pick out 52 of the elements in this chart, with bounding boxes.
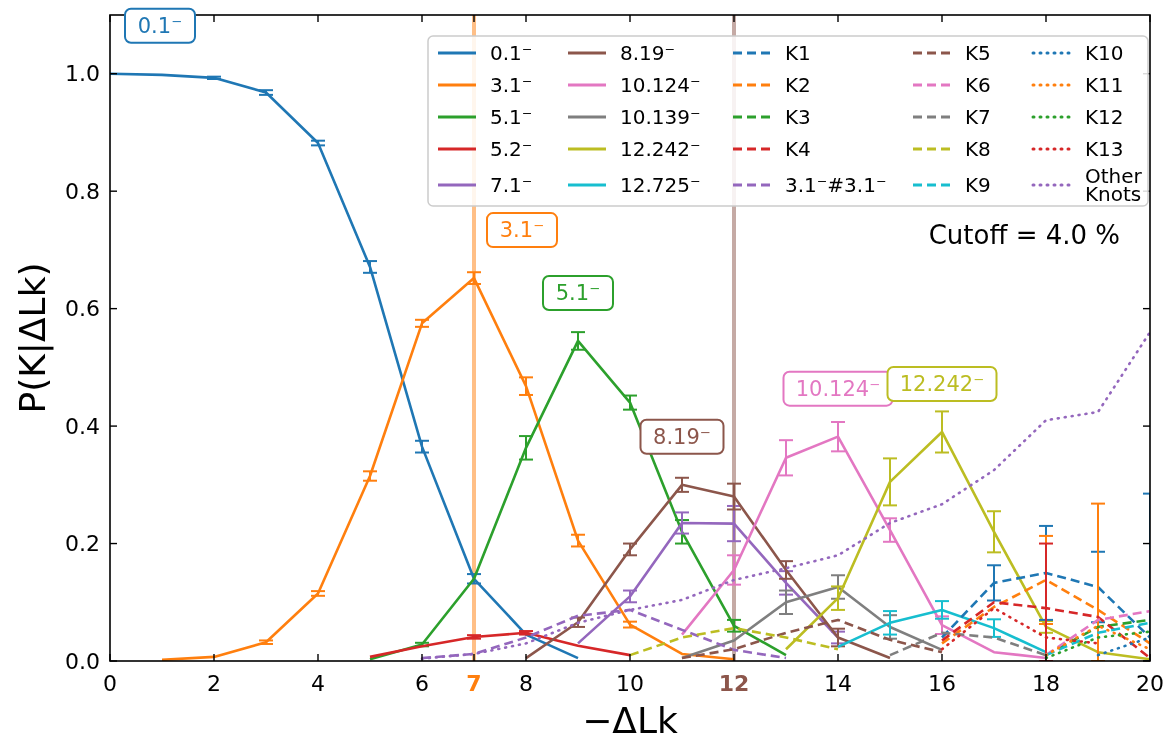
x-tick-label: 14 [824, 671, 852, 696]
legend-label: 10.124⁻ [620, 73, 701, 97]
y-tick-label: 0.0 [65, 648, 100, 674]
legend-label: 3.1⁻ [490, 73, 533, 97]
legend-label: 8.19⁻ [620, 41, 676, 65]
legend-label: K11 [1085, 73, 1124, 97]
x-tick-label: 2 [207, 671, 221, 696]
annotation: 12.242⁻ [899, 372, 985, 397]
legend-label: K1 [785, 41, 811, 65]
annotation: 5.1⁻ [555, 281, 601, 306]
legend-label: 5.1⁻ [490, 105, 533, 129]
x-tick-label: 10 [616, 671, 644, 696]
legend-label: 5.2⁻ [490, 137, 533, 161]
legend-label: K5 [965, 41, 991, 65]
y-tick-label: 0.2 [65, 531, 100, 557]
x-tick-label: 6 [415, 671, 429, 696]
annotation: 3.1⁻ [499, 218, 545, 243]
x-tick-label: 20 [1136, 671, 1164, 696]
annotation: 0.1⁻ [137, 14, 183, 39]
x-tick-label: 8 [519, 671, 533, 696]
legend-label: K12 [1085, 105, 1124, 129]
y-tick-label: 0.4 [65, 413, 100, 439]
legend-label: 10.139⁻ [620, 105, 701, 129]
legend-label: K2 [785, 73, 811, 97]
x-tick-label: 0 [103, 671, 117, 696]
legend-label: K9 [965, 173, 991, 197]
y-axis-title: P(K|ΔLk) [12, 262, 54, 414]
x-tick-label: 4 [311, 671, 325, 696]
x-tick-label: 16 [928, 671, 956, 696]
legend-label: 0.1⁻ [490, 41, 533, 65]
y-tick-label: 1.0 [65, 61, 100, 87]
annotation: 8.19⁻ [653, 425, 711, 450]
legend-label: K4 [785, 137, 811, 161]
legend-label: K3 [785, 105, 811, 129]
y-tick-label: 0.6 [65, 296, 100, 322]
legend-label: 12.242⁻ [620, 137, 701, 161]
ref-line-label: 7 [466, 671, 482, 696]
ref-line-label: 12 [718, 671, 750, 696]
legend-label: K8 [965, 137, 991, 161]
legend-label: K10 [1085, 41, 1124, 65]
annotation: Cutoff = 4.0 % [928, 220, 1120, 250]
legend-label: 12.725⁻ [620, 173, 701, 197]
legend-label: 3.1⁻#3.1⁻ [785, 173, 887, 197]
x-axis-title: −ΔLk [582, 700, 678, 736]
annotation: 10.124⁻ [795, 377, 881, 402]
x-tick-label: 18 [1032, 671, 1060, 696]
legend-label: Other Knots [1085, 164, 1143, 206]
legend-label: 7.1⁻ [490, 173, 533, 197]
legend-label: K6 [965, 73, 991, 97]
legend-label: K7 [965, 105, 991, 129]
y-tick-label: 0.8 [65, 178, 100, 204]
legend-label: K13 [1085, 137, 1124, 161]
